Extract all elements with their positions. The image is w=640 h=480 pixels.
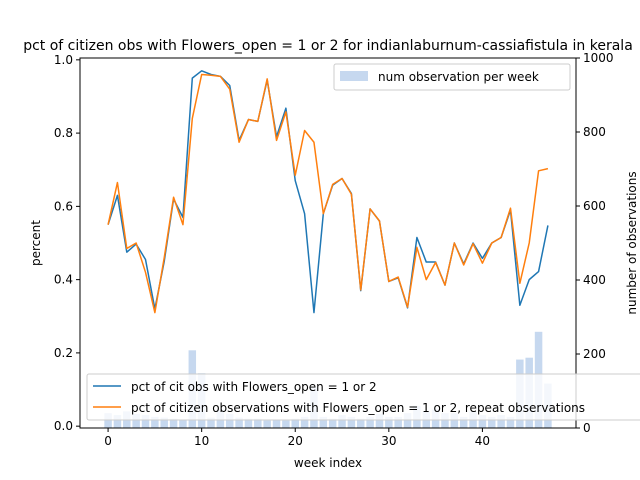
bar xyxy=(151,416,159,428)
bar xyxy=(104,413,112,428)
bar xyxy=(244,418,253,428)
bar xyxy=(403,413,412,428)
y2-tick-label: 800 xyxy=(583,125,606,139)
y2-tick-label: 400 xyxy=(583,273,606,287)
x-axis-label: week index xyxy=(294,456,362,470)
bar xyxy=(450,413,459,428)
y-tick-label: 0.2 xyxy=(54,346,73,360)
bar xyxy=(375,413,384,428)
y-tick-label: 0.8 xyxy=(54,126,73,140)
chart-title: pct of citizen obs with Flowers_open = 1… xyxy=(23,38,633,54)
legend-bars-box xyxy=(333,63,571,91)
bar xyxy=(459,416,468,428)
bar xyxy=(394,416,402,428)
x-tick-label: 30 xyxy=(381,434,396,448)
bar xyxy=(478,415,487,428)
y2-tick-label: 0 xyxy=(583,421,591,435)
bar xyxy=(207,417,215,428)
bar xyxy=(385,416,393,428)
bar xyxy=(254,418,262,428)
y-axis-label: percent xyxy=(29,220,43,266)
bar xyxy=(169,418,178,428)
bar xyxy=(506,416,515,428)
bar xyxy=(319,416,328,428)
bar xyxy=(497,415,505,428)
bar xyxy=(132,413,140,428)
axes-group: 0 10 20 30 40 0.0 0.2 0.4 0.6 0.8 1.0 0 200 400 600 800… xyxy=(54,51,614,448)
y-tick-label: 0.6 xyxy=(54,199,73,213)
x-tick-label: 10 xyxy=(194,434,209,448)
y2-tick-label: 200 xyxy=(583,347,606,361)
legend-series-0-label: pct of cit obs with Flowers_open = 1 or … xyxy=(131,380,377,394)
bar xyxy=(113,415,122,428)
bar xyxy=(357,418,365,428)
x-tick-label: 40 xyxy=(475,434,490,448)
y-tick-label: 0.4 xyxy=(54,273,73,287)
bar xyxy=(488,416,496,428)
bar xyxy=(366,416,374,428)
bar xyxy=(441,413,449,428)
y2-axis-label: number of observations xyxy=(625,171,639,314)
bar xyxy=(272,419,281,428)
bar xyxy=(225,413,234,428)
bar xyxy=(263,420,271,428)
bar xyxy=(328,418,337,428)
legend-bars: num observation per week xyxy=(333,63,571,91)
legend-lines-box xyxy=(86,373,640,421)
bar xyxy=(141,415,150,428)
legend-bars-label: num observation per week xyxy=(378,70,539,84)
bar xyxy=(235,417,243,428)
bar xyxy=(179,419,187,428)
y2-tick-label: 1000 xyxy=(583,51,614,65)
bar xyxy=(160,417,168,428)
bar xyxy=(282,420,290,428)
series-line-1 xyxy=(107,73,549,314)
legend-bars-swatch xyxy=(340,71,368,81)
bar xyxy=(291,418,299,428)
plot-frame xyxy=(79,57,577,429)
legend-series-1-label: pct of citizen observations with Flowers… xyxy=(131,401,585,415)
bar xyxy=(347,416,356,428)
x-tick-label: 20 xyxy=(288,434,303,448)
y2-tick-label: 600 xyxy=(583,199,606,213)
y-tick-label: 0.0 xyxy=(54,419,73,433)
y-tick-label: 1.0 xyxy=(54,53,73,67)
x-tick-label: 0 xyxy=(104,434,112,448)
legend-lines: pct of cit obs with Flowers_open = 1 or … xyxy=(86,373,640,421)
line-group xyxy=(107,70,549,314)
bar xyxy=(300,416,309,428)
bar xyxy=(338,415,346,428)
